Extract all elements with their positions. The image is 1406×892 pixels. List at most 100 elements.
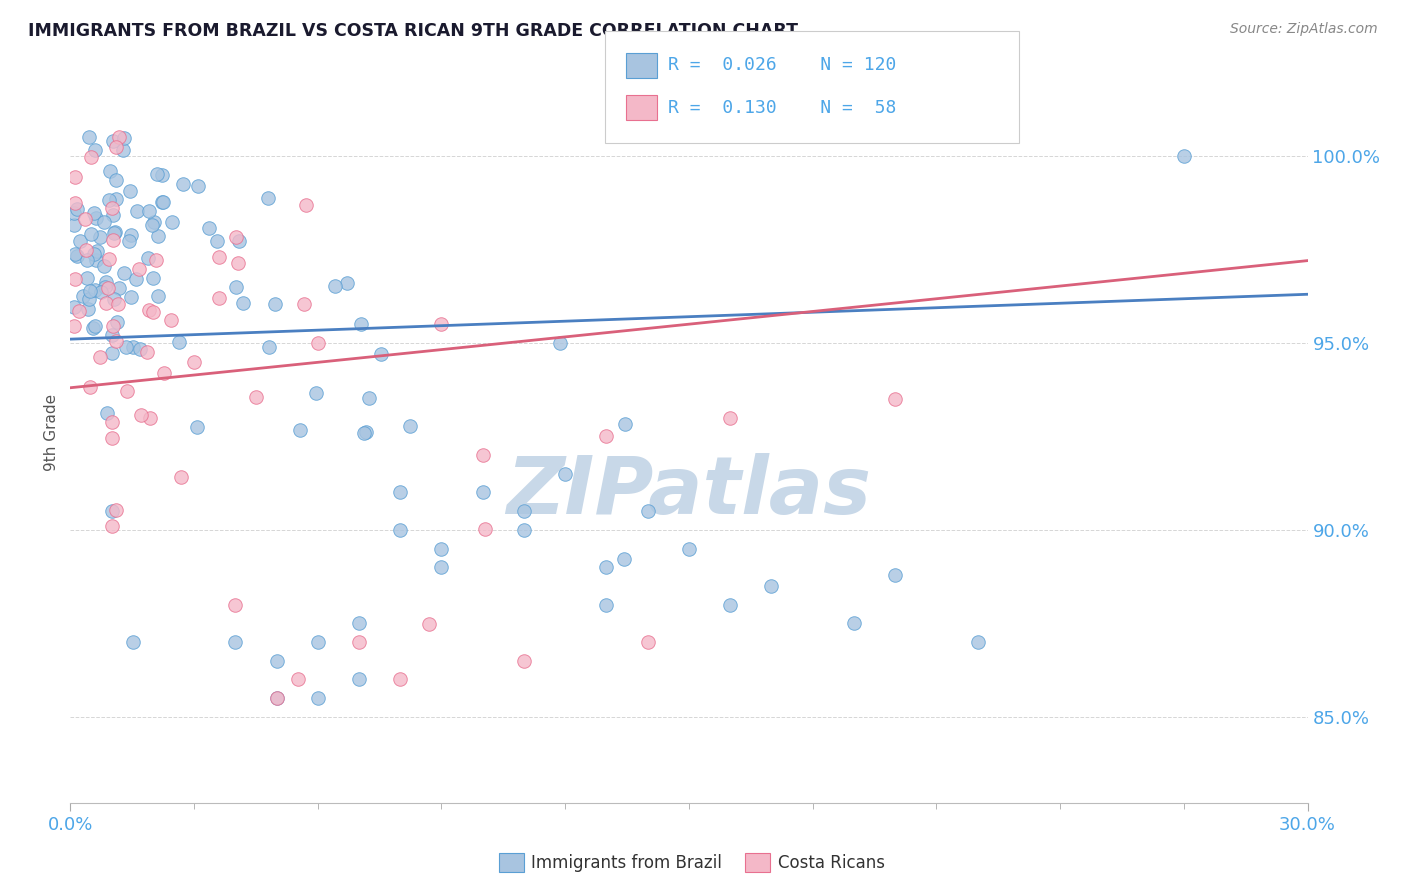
Point	[257, 191, 280, 205]
Point	[145, 252, 167, 267]
Point	[430, 317, 453, 331]
Point	[121, 635, 143, 649]
Point	[613, 552, 636, 566]
Point	[139, 410, 162, 425]
Y-axis label: 9th Grade: 9th Grade	[44, 394, 59, 471]
Point	[474, 522, 496, 536]
Point	[83, 247, 105, 261]
Point	[430, 541, 453, 556]
Point	[105, 140, 128, 154]
Point	[76, 243, 98, 257]
Point	[120, 290, 142, 304]
Point	[67, 304, 90, 318]
Point	[225, 280, 247, 294]
Point	[98, 194, 121, 208]
Point	[150, 168, 173, 182]
Point	[224, 598, 246, 612]
Point	[288, 423, 311, 437]
Text: R =  0.130    N =  58: R = 0.130 N = 58	[668, 99, 896, 117]
Point	[225, 230, 247, 244]
Point	[125, 272, 148, 286]
Point	[80, 227, 103, 241]
Point	[354, 425, 377, 440]
Point	[98, 164, 121, 178]
Point	[104, 225, 127, 239]
Point	[172, 177, 194, 191]
Point	[761, 579, 783, 593]
Point	[349, 318, 371, 332]
Point	[75, 212, 97, 227]
Point	[69, 234, 91, 248]
Point	[389, 523, 412, 537]
Point	[295, 198, 318, 212]
Point	[1173, 149, 1195, 163]
Point	[128, 342, 150, 356]
Point	[76, 302, 98, 317]
Point	[198, 221, 221, 235]
Point	[79, 284, 101, 298]
Point	[118, 234, 141, 248]
Point	[76, 252, 98, 267]
Point	[63, 271, 86, 285]
Point	[418, 616, 440, 631]
Point	[347, 673, 370, 687]
Point	[104, 334, 127, 348]
Point	[353, 425, 375, 440]
Point	[63, 196, 86, 211]
Point	[307, 691, 329, 706]
Point	[83, 143, 105, 157]
Point	[89, 350, 111, 364]
Point	[96, 406, 118, 420]
Point	[153, 366, 176, 380]
Point	[86, 244, 108, 258]
Point	[94, 275, 117, 289]
Point	[884, 392, 907, 406]
Point	[347, 616, 370, 631]
Point	[143, 215, 166, 229]
Point	[226, 256, 249, 270]
Point	[307, 335, 329, 350]
Point	[186, 419, 208, 434]
Point	[120, 228, 142, 243]
Point	[389, 485, 412, 500]
Point	[884, 567, 907, 582]
Text: Costa Ricans: Costa Ricans	[778, 854, 884, 871]
Point	[162, 215, 184, 229]
Point	[84, 253, 107, 268]
Point	[80, 150, 103, 164]
Point	[232, 296, 254, 310]
Point	[101, 233, 124, 247]
Point	[637, 504, 659, 518]
Point	[84, 319, 107, 334]
Point	[118, 184, 141, 198]
Point	[66, 202, 89, 216]
Point	[205, 234, 228, 248]
Point	[105, 315, 128, 329]
Point	[678, 541, 700, 556]
Point	[167, 334, 190, 349]
Point	[66, 248, 89, 262]
Point	[96, 281, 118, 295]
Point	[100, 518, 122, 533]
Text: Source: ZipAtlas.com: Source: ZipAtlas.com	[1230, 22, 1378, 37]
Point	[292, 297, 315, 311]
Point	[595, 429, 617, 443]
Point	[170, 469, 193, 483]
Point	[76, 271, 98, 285]
Point	[100, 504, 122, 518]
Point	[263, 297, 285, 311]
Point	[613, 417, 636, 431]
Point	[115, 384, 138, 398]
Point	[595, 560, 617, 574]
Point	[208, 291, 231, 305]
Text: Immigrants from Brazil: Immigrants from Brazil	[531, 854, 723, 871]
Point	[104, 192, 127, 206]
Point	[63, 246, 86, 260]
Point	[183, 354, 205, 368]
Point	[77, 292, 100, 306]
Point	[103, 208, 125, 222]
Point	[595, 598, 617, 612]
Point	[347, 635, 370, 649]
Point	[103, 293, 125, 307]
Point	[105, 503, 128, 517]
